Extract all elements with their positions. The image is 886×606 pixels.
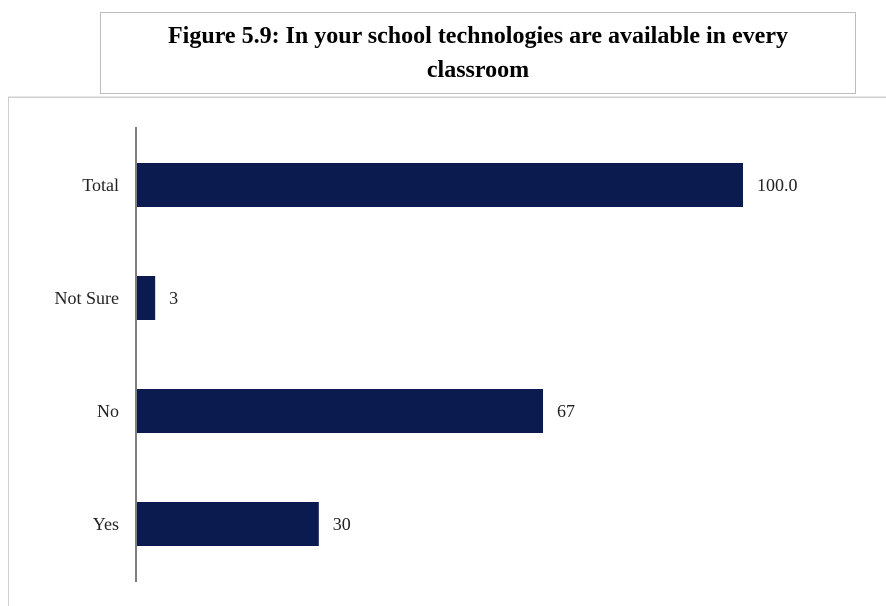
category-label-no: No bbox=[97, 401, 119, 421]
value-label-yes: 30 bbox=[333, 514, 351, 534]
bars-group bbox=[137, 163, 743, 546]
bar-total bbox=[137, 163, 743, 207]
value-labels-group: 100.0 3 67 30 bbox=[169, 175, 797, 534]
bar-not-sure bbox=[137, 276, 156, 320]
category-labels-group: Total Not Sure No Yes bbox=[55, 175, 120, 534]
chart-title: Figure 5.9: In your school technologies … bbox=[100, 12, 856, 94]
category-label-yes: Yes bbox=[93, 514, 119, 534]
value-label-total: 100.0 bbox=[757, 175, 798, 195]
value-label-not-sure: 3 bbox=[169, 288, 178, 308]
value-label-no: 67 bbox=[557, 401, 575, 421]
bar-no bbox=[137, 389, 544, 433]
category-label-total: Total bbox=[82, 175, 119, 195]
category-label-not-sure: Not Sure bbox=[55, 288, 120, 308]
bar-yes bbox=[137, 502, 319, 546]
